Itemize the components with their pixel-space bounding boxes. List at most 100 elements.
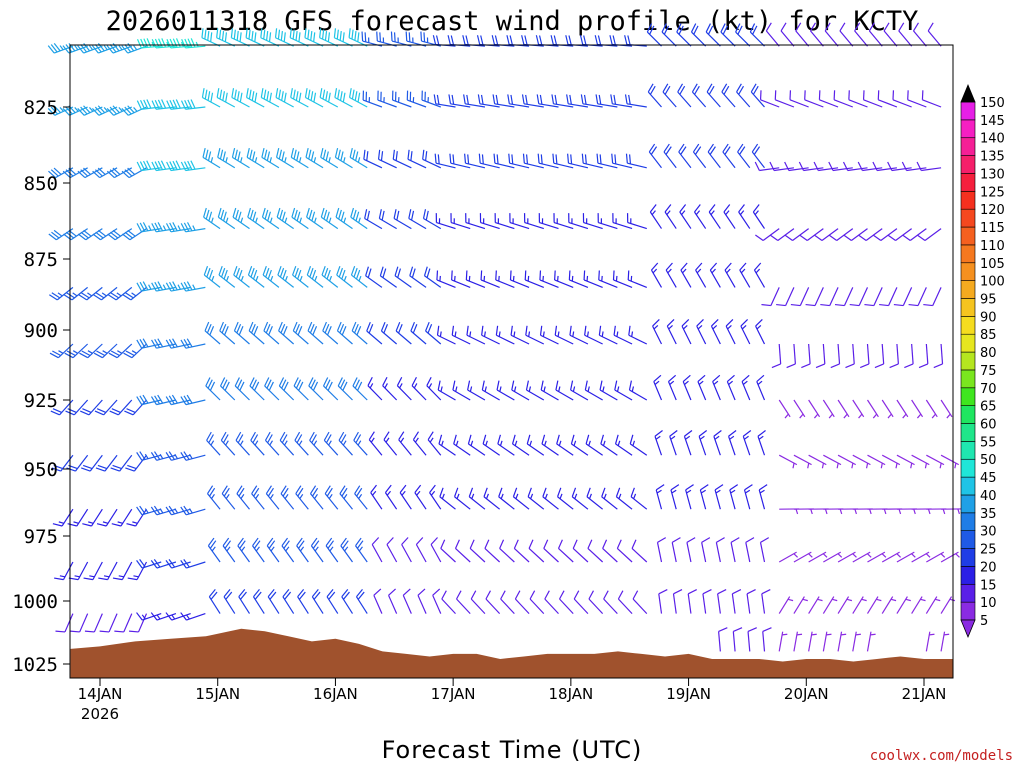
wind-barb [650,262,663,288]
wind-barb [542,487,559,510]
colorbar-tick-label: 10 [980,596,997,611]
wind-barb [425,321,442,345]
wind-barb [218,265,236,288]
wind-barb [232,207,250,230]
wind-barb [598,270,618,288]
wind-barb [433,94,456,108]
colorbar-segment [960,244,976,264]
wind-barb [712,374,721,401]
wind-barb [94,399,118,416]
wind-barb [208,588,221,614]
wind-barb [687,589,697,614]
wind-barb [401,537,412,563]
wind-barb [652,318,663,345]
wind-barb [334,88,353,108]
wind-barb [769,161,795,172]
wind-barb [720,23,736,47]
wind-barb [612,270,633,288]
wind-barb [63,286,89,301]
wind-barb [820,287,839,307]
wind-barb [527,487,545,510]
wind-barb [217,207,236,230]
wind-barb [292,321,309,345]
wind-barb [940,454,959,469]
wind-barb [324,485,339,510]
wind-barb [815,343,826,369]
colorbar-segment [960,476,976,496]
wind-barb [464,153,486,169]
wind-barb [669,430,678,456]
wind-barb [96,508,118,527]
wind-barb [616,539,633,563]
wind-barb [717,589,727,614]
wind-barb [251,485,265,510]
wind-barb [219,321,236,345]
wind-barb [765,22,780,47]
wind-barb [629,434,648,456]
wind-barb [340,537,353,563]
colorbar-segment [960,548,976,567]
wind-barb [54,561,74,581]
wind-barb [126,508,148,527]
wind-barb [916,228,942,241]
wind-barb [774,90,795,108]
wind-barb [647,83,662,108]
wind-barb [350,207,368,230]
wind-barb [201,88,221,108]
wind-barb [262,265,280,288]
wind-barb [883,22,898,47]
wind-barb [749,23,765,47]
wind-barb [465,213,486,230]
wind-barb [435,213,456,230]
wind-barb [648,143,662,169]
wind-barb [380,321,398,345]
wind-barb [940,399,953,419]
colorbar-segment [960,262,976,281]
wind-barb [588,590,604,615]
colorbar-tick-label: 60 [980,418,997,433]
wind-barb [690,23,707,47]
wind-barb [426,376,442,401]
wind-barb [151,99,176,110]
x-tick-label: 17JAN [431,685,476,703]
wind-barb [77,105,103,116]
wind-barb [95,454,118,472]
wind-barb [857,161,883,172]
y-tick-label: 1000 [12,591,58,613]
wind-barb [281,537,295,563]
wind-barb [310,537,324,563]
wind-barb [497,434,515,456]
wind-barb [267,588,280,614]
wind-barb [367,376,383,401]
wind-barb [572,539,589,563]
wind-barb [64,343,89,359]
wind-barb [150,394,177,406]
wind-barb [543,539,559,563]
chart-title: 2026011318 GFS forecast wind profile (kt… [106,6,919,37]
wind-barb [923,287,942,307]
wind-barb [627,270,648,288]
colorbar-segment [960,298,976,317]
wind-barb [695,262,707,288]
wind-barb [278,377,295,401]
wind-barb [247,207,265,230]
wind-barb [598,325,618,345]
wind-barb [429,484,442,510]
wind-barb [896,551,916,563]
wind-barb [596,153,618,169]
wind-barb [307,321,324,345]
wind-barb [456,590,471,615]
wind-barb [509,213,530,230]
wind-barb [833,90,853,108]
wind-barb [136,222,162,233]
wind-barb [399,484,412,510]
wind-barb [485,590,501,615]
wind-barb [837,551,857,563]
wind-barb [912,22,927,47]
wind-barb [308,377,324,401]
wind-barb [293,377,309,401]
colorbar-segment [960,173,976,192]
wind-barb [824,22,839,47]
wind-barb [581,153,603,169]
